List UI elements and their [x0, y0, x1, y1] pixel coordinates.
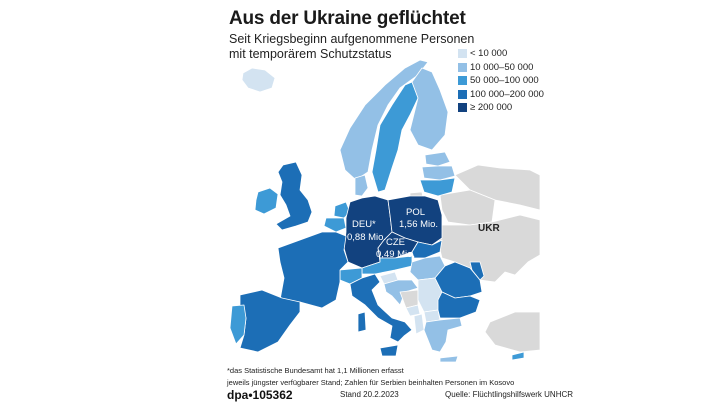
subtitle-line-2: mit temporärem Schutzstatus	[229, 47, 392, 61]
label-cze-code: CZE	[386, 237, 405, 248]
country-isl	[241, 67, 276, 93]
country-gbr	[275, 161, 313, 231]
country-grc	[423, 317, 463, 353]
legend-item: < 10 000	[458, 47, 544, 61]
country-irl	[254, 187, 279, 215]
legend-label: 10 000–50 000	[470, 61, 534, 73]
legend-item: 50 000–100 000	[458, 74, 544, 88]
page-title: Aus der Ukraine geflüchtet	[229, 8, 466, 29]
legend-item: 10 000–50 000	[458, 61, 544, 75]
footnote-2: jeweils jüngster verfügbarer Stand; Zahl…	[227, 378, 515, 387]
country-mne	[405, 304, 421, 317]
country-bel	[323, 217, 347, 233]
legend-label: 50 000–100 000	[470, 75, 539, 87]
legend-swatch	[458, 49, 467, 59]
country-ltu	[419, 177, 456, 197]
country-svk	[411, 239, 443, 259]
country-fra	[277, 231, 349, 309]
country-ita	[349, 273, 413, 343]
label-cze-value: 0,49 Mio.	[376, 249, 415, 260]
label-deu-code: DEU*	[352, 219, 376, 230]
legend-label: ≥ 200 000	[470, 102, 513, 114]
date-stand: Stand 20.2.2023	[340, 390, 399, 399]
country-tur	[484, 311, 540, 353]
legend-swatch	[458, 89, 467, 99]
graphic-id: dpa•105362	[227, 388, 293, 402]
legend-item: ≥ 200 000	[458, 101, 544, 115]
europe-map: DEU* 0,88 Mio. POL 1,56 Mio. CZE 0,49 Mi…	[229, 59, 540, 363]
country-bgr	[437, 291, 481, 319]
country-swe	[371, 81, 419, 193]
legend-label: 100 000–200 000	[470, 88, 544, 100]
legend-swatch	[458, 76, 467, 86]
label-ukr: UKR	[478, 223, 500, 234]
legend: < 10 000 10 000–50 000 50 000–100 000 10…	[458, 47, 544, 115]
legend-swatch	[458, 62, 467, 72]
legend-item: 100 000–200 000	[458, 88, 544, 102]
country-ita-sicily	[379, 344, 399, 357]
footnote-1: *das Statistische Bundesamt hat 1,1 Mill…	[227, 366, 404, 375]
label-deu-value: 0,88 Mio.	[347, 232, 386, 243]
country-alb	[413, 313, 425, 335]
country-dnk	[354, 174, 369, 197]
country-grc-crete	[439, 355, 459, 363]
country-mda	[469, 261, 485, 281]
country-aut	[361, 255, 413, 275]
country-est	[424, 151, 451, 167]
legend-label: < 10 000	[470, 48, 508, 60]
label-pol-value: 1,56 Mio.	[399, 219, 438, 230]
country-ita-sardinia	[357, 311, 367, 333]
subtitle: Seit Kriegsbeginn aufgenommene Personen …	[229, 32, 489, 62]
subtitle-line-1: Seit Kriegsbeginn aufgenommene Personen	[229, 32, 475, 46]
legend-swatch	[458, 103, 467, 113]
country-pol	[387, 195, 443, 246]
country-cyp	[511, 351, 525, 361]
source-credit: Quelle: Flüchtlingshilfswerk UNHCR	[445, 390, 574, 399]
country-fin	[409, 67, 449, 151]
country-prt	[229, 304, 247, 345]
country-lva	[421, 165, 456, 181]
label-pol-code: POL	[406, 207, 425, 218]
